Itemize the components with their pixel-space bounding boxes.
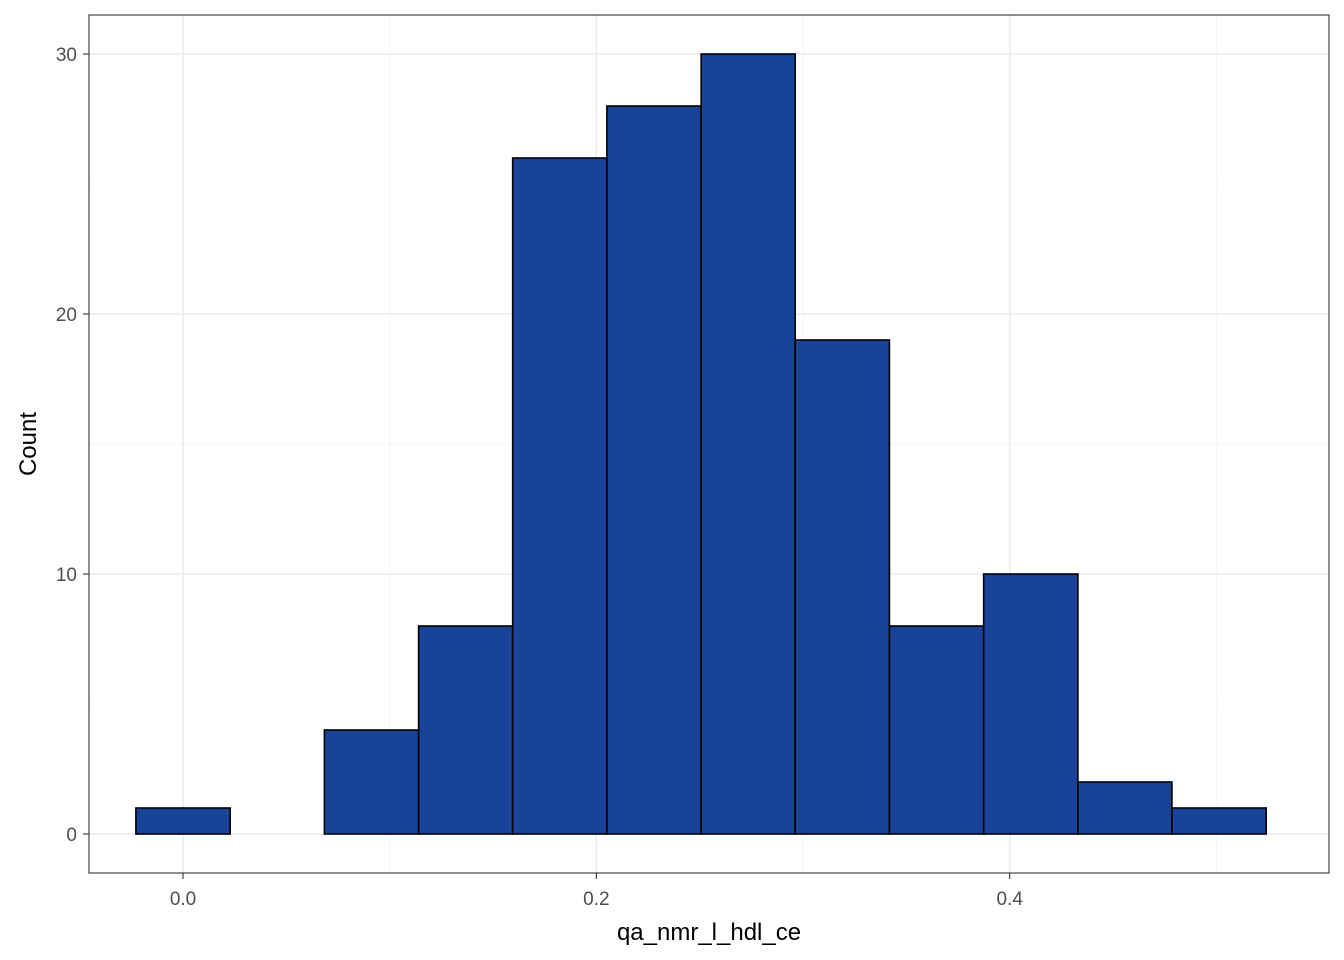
y-axis-title: Count [15,412,42,476]
x-tick-label: 0.4 [996,889,1023,910]
histogram-bar [1171,807,1267,835]
y-tick-label: 10 [56,565,77,586]
y-tick-label: 30 [56,45,77,66]
histogram-bar [606,105,702,835]
y-tick-label: 0 [66,825,77,846]
histogram-bar [135,807,231,835]
histogram-bar [888,625,985,835]
y-axis: 0 10 20 30 [56,45,89,846]
y-tick-label: 20 [56,305,77,326]
x-tick-label: 0.0 [170,889,196,910]
histogram-bar [511,157,608,835]
x-axis-title: qa_nmr_l_hdl_ce [617,919,801,946]
histogram-bar [417,625,514,835]
panel-border [88,14,1330,874]
histogram-bar [700,53,796,835]
histogram-bar [323,729,420,835]
histogram-bars [135,53,1267,835]
x-axis: 0.0 0.2 0.4 [170,873,1023,910]
histogram-bar [1077,781,1173,835]
histogram-bar [982,573,1079,835]
x-tick-label: 0.2 [583,889,609,910]
histogram-bar [794,339,891,835]
